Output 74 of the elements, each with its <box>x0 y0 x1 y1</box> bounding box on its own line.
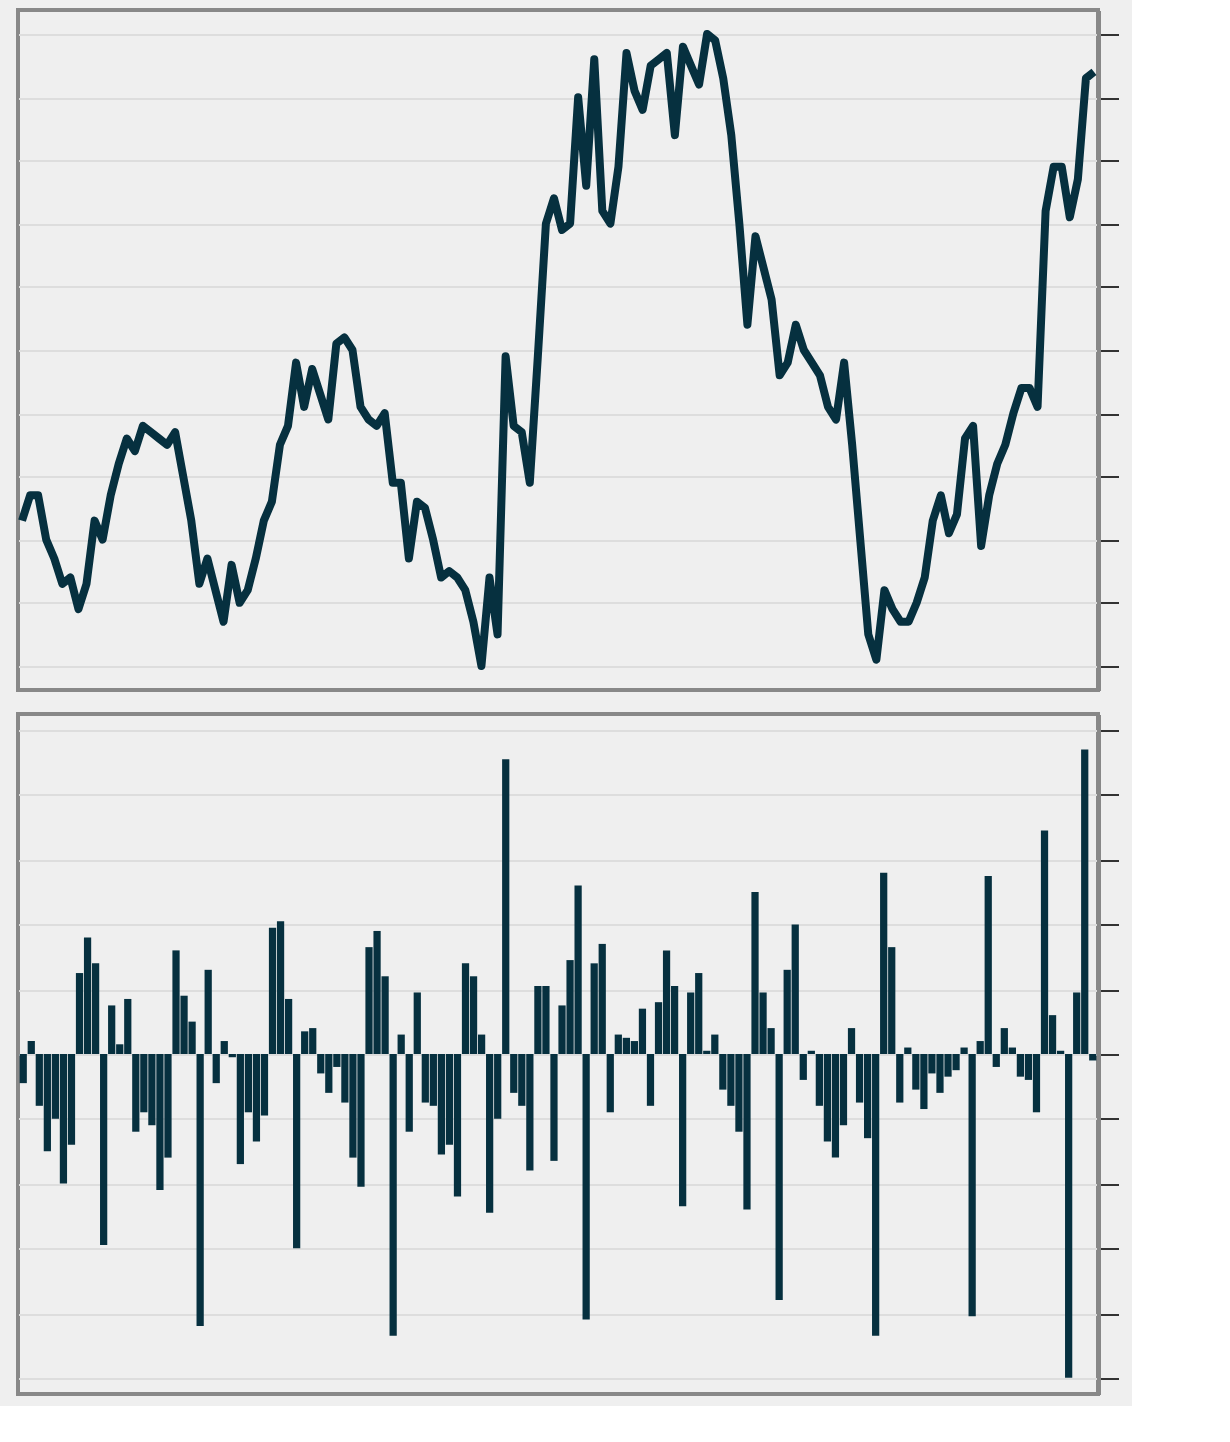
bar <box>960 1047 968 1054</box>
bar <box>389 1054 397 1336</box>
bar <box>920 1054 928 1110</box>
bar <box>100 1054 108 1246</box>
bar <box>1065 1054 1073 1378</box>
bar <box>268 927 277 1054</box>
bar <box>791 924 799 1054</box>
bar <box>486 1054 494 1213</box>
bar <box>83 937 92 1054</box>
bar <box>968 1054 976 1317</box>
bar <box>156 1054 164 1190</box>
bar <box>598 943 606 1054</box>
bar <box>357 1054 365 1187</box>
bar <box>679 1054 687 1207</box>
bar <box>212 1054 220 1084</box>
bar <box>196 1054 204 1326</box>
bar <box>204 969 212 1054</box>
bar <box>252 1054 261 1142</box>
bar <box>550 1054 558 1161</box>
bar <box>952 1054 960 1071</box>
bar <box>831 1054 840 1158</box>
bar <box>614 1034 622 1054</box>
bar <box>1016 1054 1025 1077</box>
bar <box>936 1054 944 1093</box>
bar <box>397 1034 405 1054</box>
bar <box>27 1041 35 1054</box>
bar <box>582 1054 590 1320</box>
bar <box>453 1054 462 1197</box>
bar <box>276 921 285 1054</box>
bar <box>59 1054 68 1184</box>
bar <box>646 1054 655 1106</box>
bar <box>743 1054 751 1210</box>
bar <box>662 950 671 1054</box>
bar <box>622 1037 630 1054</box>
bar <box>220 1041 228 1054</box>
bar <box>984 875 992 1054</box>
bar <box>132 1054 140 1132</box>
bar <box>124 998 132 1054</box>
bar <box>1000 1028 1008 1054</box>
bar <box>19 1054 27 1084</box>
bar <box>775 1054 783 1301</box>
bar <box>1032 1054 1041 1113</box>
bar <box>325 1054 333 1093</box>
bar <box>542 986 550 1054</box>
bar <box>574 885 582 1054</box>
bar <box>502 759 510 1054</box>
bar <box>236 1054 244 1165</box>
bar <box>526 1054 534 1171</box>
bar <box>373 930 381 1054</box>
bar <box>992 1054 1000 1067</box>
bar <box>437 1054 446 1155</box>
bar <box>108 1005 116 1054</box>
bar <box>461 963 470 1054</box>
bar <box>293 1054 301 1249</box>
bar <box>1081 749 1089 1054</box>
bar <box>1040 830 1049 1054</box>
bar <box>534 986 542 1054</box>
bar <box>301 1031 309 1054</box>
bar <box>695 973 703 1054</box>
bar <box>638 1008 647 1054</box>
bar <box>711 1034 719 1054</box>
bar <box>799 1054 807 1080</box>
bar <box>309 1028 317 1054</box>
bar <box>880 872 888 1054</box>
bar <box>405 1054 413 1132</box>
bar <box>413 992 421 1054</box>
bar <box>751 892 759 1054</box>
bar <box>606 1054 614 1113</box>
bar <box>421 1054 429 1103</box>
bar <box>896 1054 904 1103</box>
bar <box>172 950 180 1054</box>
bar <box>872 1054 880 1336</box>
bar <box>847 1028 856 1054</box>
bar <box>43 1054 51 1152</box>
